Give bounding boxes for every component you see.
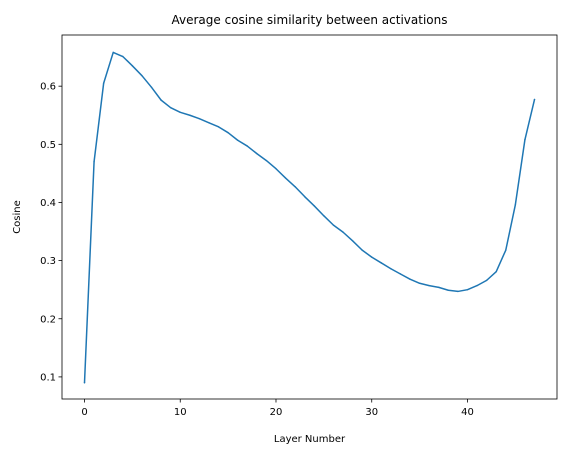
data-point bbox=[189, 114, 191, 116]
data-point bbox=[112, 51, 114, 54]
y-axis-ticks: 0.1 0.2 0.3 0.4 0.5 0.6 bbox=[40, 82, 62, 383]
data-point bbox=[246, 145, 248, 147]
data-point bbox=[524, 138, 526, 141]
data-point bbox=[236, 139, 239, 141]
data-point bbox=[141, 75, 143, 77]
plot-area bbox=[83, 51, 536, 384]
data-point bbox=[122, 55, 124, 58]
data-point bbox=[457, 290, 459, 293]
data-point bbox=[217, 126, 220, 128]
data-point bbox=[466, 288, 469, 291]
data-point bbox=[447, 289, 450, 291]
x-tick-label: 40 bbox=[461, 407, 474, 418]
data-point bbox=[150, 86, 153, 89]
data-point bbox=[371, 256, 373, 258]
y-tick-label: 0.1 bbox=[40, 372, 56, 383]
series-line-0 bbox=[83, 51, 536, 384]
y-tick-label: 0.4 bbox=[40, 198, 56, 209]
y-tick-label: 0.3 bbox=[40, 256, 56, 267]
data-point bbox=[179, 111, 181, 114]
plot-frame bbox=[61, 34, 558, 400]
data-point bbox=[495, 270, 497, 273]
data-point bbox=[351, 240, 354, 242]
x-tick-label: 10 bbox=[174, 407, 187, 418]
data-point bbox=[131, 65, 134, 67]
data-point bbox=[399, 273, 402, 275]
y-axis-label: Cosine bbox=[12, 200, 23, 234]
data-point bbox=[476, 284, 478, 287]
data-point bbox=[313, 205, 315, 207]
data-point bbox=[418, 282, 421, 284]
y-tick-label: 0.6 bbox=[40, 82, 56, 93]
data-point bbox=[265, 159, 268, 162]
y-tick-label: 0.2 bbox=[40, 314, 56, 325]
chart-title: Average cosine similarity between activa… bbox=[172, 13, 448, 27]
data-point bbox=[169, 106, 172, 109]
data-point bbox=[304, 195, 306, 198]
data-point bbox=[505, 249, 507, 251]
data-point bbox=[390, 268, 392, 270]
data-point bbox=[93, 161, 95, 163]
data-point bbox=[361, 249, 363, 251]
data-point bbox=[438, 286, 440, 289]
x-tick-label: 30 bbox=[365, 407, 378, 418]
x-axis-label: Layer Number bbox=[274, 434, 346, 445]
data-point bbox=[83, 382, 86, 384]
data-point bbox=[409, 278, 411, 280]
data-point bbox=[275, 168, 277, 170]
data-point bbox=[332, 224, 335, 226]
data-point bbox=[208, 122, 210, 124]
data-point bbox=[198, 118, 201, 120]
data-point bbox=[380, 262, 383, 264]
data-point bbox=[294, 186, 296, 188]
data-point bbox=[485, 279, 488, 282]
data-point bbox=[342, 231, 344, 233]
data-point bbox=[428, 284, 430, 287]
data-point bbox=[227, 131, 229, 134]
x-axis-ticks: 0 10 20 30 40 bbox=[81, 399, 474, 418]
data-point bbox=[533, 98, 536, 101]
data-point bbox=[102, 82, 105, 84]
data-point bbox=[514, 204, 517, 206]
data-point bbox=[256, 152, 258, 155]
data-point bbox=[284, 177, 287, 179]
x-tick-label: 0 bbox=[81, 407, 87, 418]
x-tick-label: 20 bbox=[270, 407, 283, 418]
data-point bbox=[160, 99, 162, 101]
y-tick-label: 0.5 bbox=[40, 140, 56, 151]
data-point bbox=[323, 215, 325, 217]
